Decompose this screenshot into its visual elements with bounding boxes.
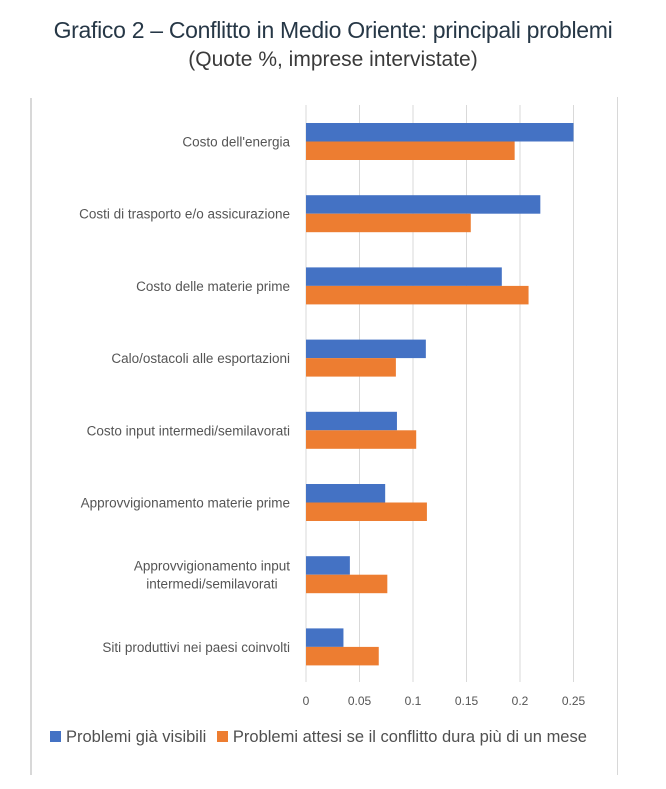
category-label: Costo input intermedi/semilavorati [87, 423, 290, 438]
bar-visibili [306, 195, 541, 214]
bar-attesi [306, 430, 417, 449]
x-tick-label: 0.05 [348, 694, 372, 708]
x-tick-label: 0.15 [455, 694, 479, 708]
bar-visibili [306, 484, 386, 503]
category-label: Costi di trasporto e/o assicurazione [79, 207, 290, 222]
bar-visibili [306, 339, 426, 359]
bar-attesi [306, 574, 388, 594]
bar-visibili [306, 556, 350, 575]
bar-attesi [306, 646, 379, 666]
bar-visibili [306, 267, 502, 286]
gridlines [305, 105, 574, 682]
bar-attesi [306, 502, 427, 521]
bar-attesi [306, 213, 471, 233]
bars [306, 123, 574, 666]
legend-label: Problemi già visibili [66, 728, 207, 746]
bar-attesi [306, 285, 529, 305]
legend-swatch-orange [216, 731, 228, 742]
legend-item-series-1: Problemi già visibili [50, 728, 206, 746]
x-tick-label: 0 [303, 694, 310, 708]
legend-swatch-blue [50, 731, 61, 742]
bar-visibili [306, 123, 574, 142]
chart-frame-left-border [30, 98, 32, 775]
category-label: Calo/ostacoli alle esportazioni [111, 351, 290, 366]
chart-frame-right-border [617, 97, 618, 775]
bar-visibili [306, 628, 344, 647]
category-label: Siti produttivi nei paesi coinvolti [102, 640, 290, 655]
bar-visibili [306, 411, 397, 431]
bar-attesi [306, 141, 515, 160]
legend: Problemi già visibili Problemi attesi se… [50, 728, 593, 747]
category-label: Costo delle materie prime [136, 279, 290, 294]
x-tick-label: 0.1 [405, 694, 422, 708]
category-label: Costo dell'energia [182, 135, 290, 150]
x-tick-label: 0.2 [512, 694, 529, 708]
x-axis-tick-labels: 0 0.05 0.1 0.15 0.2 0.25 [303, 694, 586, 708]
chart-title: Grafico 2 – Conflitto in Medio Oriente: … [53, 17, 613, 43]
legend-item-series-2: Problemi attesi se il conflitto dura più… [216, 728, 587, 746]
category-labels: Costo dell'energia Costi di trasporto e/o… [79, 135, 290, 655]
category-label: Approvvigionamento materie prime [81, 496, 290, 511]
legend-label: Problemi attesi se il conflitto dura più… [232, 728, 587, 746]
bar-attesi [306, 358, 396, 377]
category-label: Approvvigionamento input intermedi/semila… [134, 559, 290, 592]
x-tick-label: 0.25 [562, 694, 586, 708]
chart-subtitle: (Quote %, imprese intervistate) [188, 48, 478, 71]
